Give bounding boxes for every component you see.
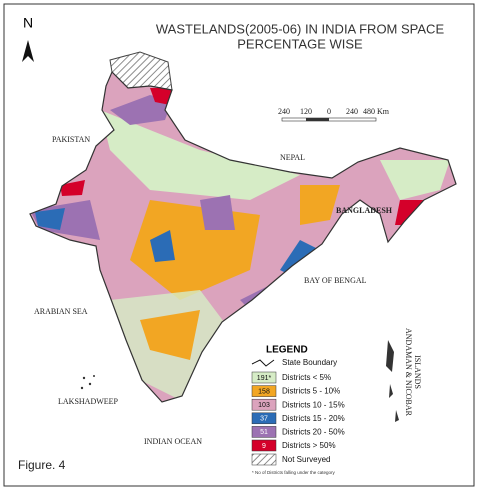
legend-count: 191* bbox=[257, 375, 272, 382]
legend-label: Districts 20 - 50% bbox=[282, 428, 345, 437]
title: PERCENTAGE WISE bbox=[237, 36, 363, 51]
legend-boundary-symbol bbox=[251, 359, 275, 367]
legend-label: State Boundary bbox=[282, 358, 337, 367]
place-label: LAKSHADWEEP bbox=[58, 397, 119, 406]
scale-label: 0 bbox=[327, 107, 331, 116]
frame bbox=[3, 3, 475, 487]
legend-count: 103 bbox=[258, 402, 270, 409]
place-label: NEPAL bbox=[280, 153, 305, 162]
scale-bar bbox=[281, 117, 377, 122]
legend-swatch bbox=[251, 385, 277, 397]
legend-swatch bbox=[251, 453, 277, 466]
scale-label: 120 bbox=[300, 107, 312, 116]
place-label: INDIAN OCEAN bbox=[144, 437, 202, 446]
legend-count: 9 bbox=[262, 443, 266, 450]
place-label: ANDAMAN & NICOBAR bbox=[404, 328, 413, 417]
scale-label: 240 bbox=[278, 107, 290, 116]
north-arrow bbox=[22, 40, 34, 62]
legend-swatch bbox=[251, 371, 277, 384]
legend-count: 51 bbox=[260, 429, 268, 436]
caption: Figure. 4 bbox=[18, 458, 66, 472]
title: WASTELANDS(2005-06) IN INDIA FROM SPACE bbox=[156, 21, 445, 36]
legend-swatch bbox=[251, 439, 277, 452]
legend-footnote: * No of Districts falling under the cate… bbox=[252, 470, 336, 475]
legend-label: Districts 15 - 20% bbox=[282, 414, 345, 423]
place-label: BANGLADESH bbox=[336, 206, 393, 215]
islands bbox=[80, 340, 399, 422]
legend-swatch bbox=[251, 412, 277, 425]
legend-swatch bbox=[251, 426, 277, 438]
place-label: ARABIAN SEA bbox=[34, 307, 88, 316]
legend-count: 158 bbox=[258, 388, 270, 395]
scale-label: 480 Km bbox=[363, 107, 390, 116]
legend-title: LEGEND bbox=[266, 345, 308, 356]
scale-label: 240 bbox=[346, 107, 358, 116]
place-label: BAY OF BENGAL bbox=[304, 276, 367, 285]
legend-label: Districts > 50% bbox=[282, 441, 336, 450]
legend-swatch bbox=[251, 398, 277, 411]
legend-label: Not Surveyed bbox=[282, 455, 330, 464]
place-label: ISLANDS bbox=[413, 355, 422, 389]
legend-label: Districts 5 - 10% bbox=[282, 387, 340, 396]
legend-label: Districts < 5% bbox=[282, 373, 331, 382]
legend-count: 37 bbox=[260, 416, 268, 423]
legend-label: Districts 10 - 15% bbox=[282, 400, 345, 409]
legend-items: 191* Districts < 5% 158 Districts 5 - 10% 10… bbox=[251, 371, 345, 452]
place-label: PAKISTAN bbox=[52, 135, 90, 144]
north-label: N bbox=[23, 15, 33, 31]
